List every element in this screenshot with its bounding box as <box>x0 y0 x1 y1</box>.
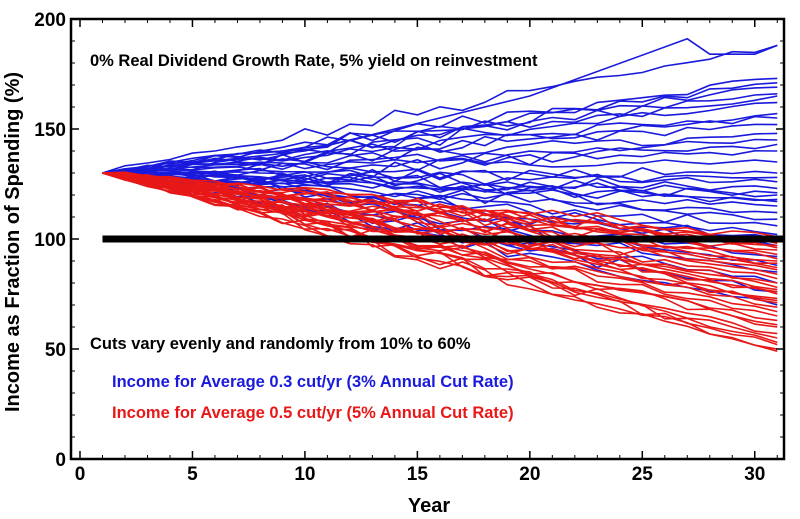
red-series-line <box>102 172 778 328</box>
blue-series-line <box>102 123 778 174</box>
x-tick-label: 20 <box>519 464 540 485</box>
y-tick-label: 100 <box>34 230 66 251</box>
x-tick-label: 0 <box>75 464 86 485</box>
blue-series-line <box>102 44 778 174</box>
blue-series-line <box>102 115 778 175</box>
red-series-line <box>102 172 778 247</box>
x-tick-label: 25 <box>632 464 654 485</box>
axis-ticks: 0 5 10 15 20 25 30 0 50 100 150 200 <box>34 10 784 485</box>
cuts-annotation: Cuts vary evenly and randomly from 10% t… <box>90 335 471 353</box>
blue-series-line <box>102 143 778 175</box>
blue-series-line <box>102 37 778 174</box>
header-annotation: 0% Real Dividend Growth Rate, 5% yield o… <box>90 52 538 70</box>
blue-series-line <box>102 168 778 183</box>
x-tick-label: 15 <box>407 464 429 485</box>
blue-series-annotation: Income for Average 0.3 cut/yr (3% Annual… <box>112 373 514 391</box>
y-tick-label: 50 <box>45 340 66 361</box>
red-series-line <box>102 172 778 346</box>
y-tick-label: 200 <box>34 10 66 31</box>
y-axis-label: Income as Fraction of Spending (%) <box>2 72 24 412</box>
blue-series-line <box>102 95 778 174</box>
blue-series-line <box>102 172 778 203</box>
x-tick-label: 10 <box>294 464 315 485</box>
blue-series-line <box>102 86 778 174</box>
series-lines <box>102 37 778 352</box>
red-series-annotation: Income for Average 0.5 cut/yr (5% Annual… <box>112 404 514 422</box>
red-series-line <box>102 172 778 350</box>
red-series-line <box>102 172 778 352</box>
x-tick-label: 5 <box>187 464 198 485</box>
y-tick-label: 150 <box>34 120 66 141</box>
x-tick-label: 30 <box>744 464 765 485</box>
y-tick-label: 0 <box>55 450 66 471</box>
blue-series-line <box>102 170 778 191</box>
x-axis-label: Year <box>408 495 450 517</box>
red-series-line <box>102 171 778 245</box>
blue-series-line <box>102 101 778 174</box>
blue-series-line <box>102 167 778 186</box>
red-series-line <box>102 172 778 262</box>
